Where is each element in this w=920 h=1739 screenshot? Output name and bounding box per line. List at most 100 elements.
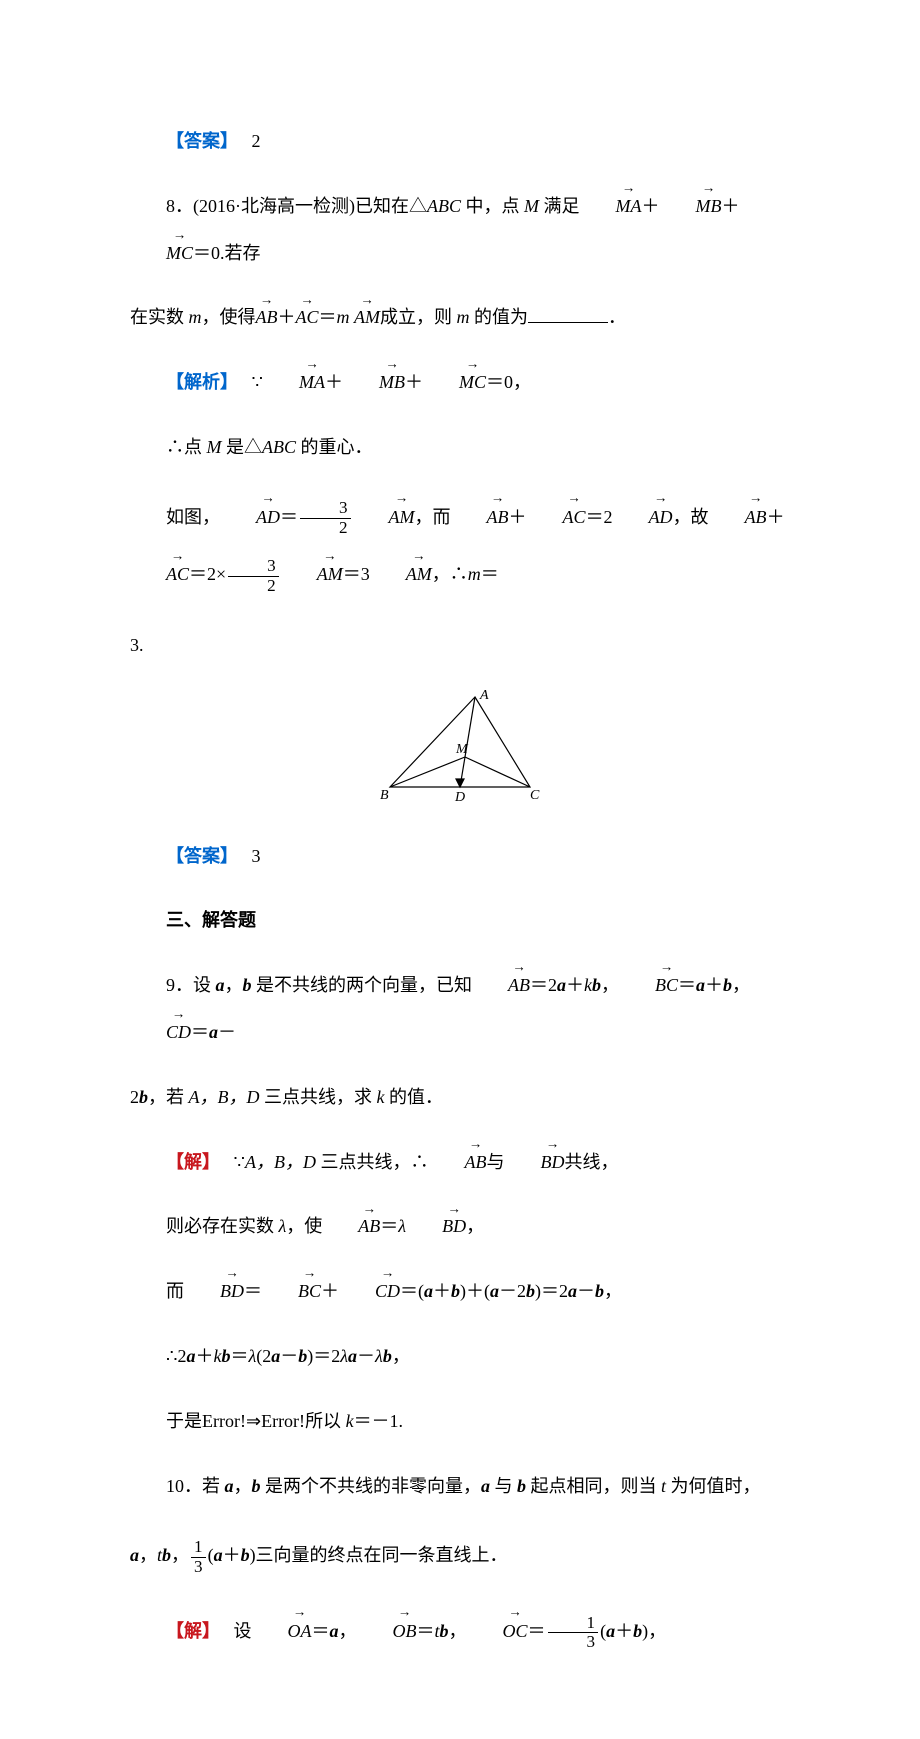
- vec-AB: AB: [256, 294, 278, 341]
- t: ＝: [528, 1621, 546, 1641]
- vec-AB: AB: [451, 489, 509, 547]
- t: 与: [490, 1476, 517, 1496]
- t: ＝: [678, 975, 696, 995]
- t: ABC: [427, 196, 461, 216]
- q8-sol-line3: 如图，AD＝32AM，而AB＋AC＝2AD，故AB＋AC＝2×32AM＝3AM，…: [130, 489, 790, 604]
- vec-BD: BD: [406, 1203, 466, 1250]
- q9-sol-line1: 【解】 ∵A，B，D 三点共线，∴AB与BD共线，: [130, 1139, 790, 1186]
- t: 为何值时，: [666, 1476, 761, 1496]
- t: ，: [449, 1621, 467, 1641]
- t: 是两个不共线的非零向量，: [261, 1476, 482, 1496]
- t: )＝2: [535, 1281, 568, 1301]
- t: ＝: [312, 1621, 330, 1641]
- blank: [528, 304, 608, 323]
- t: M: [207, 437, 222, 457]
- vec-MA: MA: [263, 359, 325, 406]
- t: a: [348, 1346, 357, 1366]
- answer-label: 【答案】: [166, 846, 238, 866]
- t: 所以: [305, 1411, 346, 1431]
- t: m: [189, 307, 202, 327]
- t: 9．设: [166, 975, 216, 995]
- t: ＝0.若存: [193, 243, 261, 263]
- t: a: [557, 975, 566, 995]
- t: a: [225, 1476, 234, 1496]
- t: ＝: [319, 307, 337, 327]
- t: ，若: [148, 1087, 189, 1107]
- t: ∴点: [166, 437, 207, 457]
- vec-AM: AM: [370, 546, 432, 604]
- vec-AC: AC: [130, 546, 189, 604]
- t: a: [271, 1346, 280, 1366]
- q9-sol-line4: ∴2a＋kb＝λ(2a－b)＝2λa－λb，: [130, 1333, 790, 1380]
- t: k: [346, 1411, 354, 1431]
- t: b: [243, 975, 252, 995]
- t: )三向量的终点在同一条直线上．: [250, 1545, 508, 1565]
- vec-BC: BC: [619, 962, 678, 1009]
- den: 3: [548, 1633, 599, 1652]
- t: b: [139, 1087, 148, 1107]
- vec-MC: MC: [423, 359, 486, 406]
- q8-sol-line4: 3.: [130, 622, 790, 669]
- q8-stem-line1: 8．(2016·北海高一检测)已知在△ABC 中，点 M 满足MA＋MB＋MC＝…: [130, 183, 790, 277]
- t: b: [221, 1346, 230, 1366]
- t: a: [214, 1545, 223, 1565]
- vec-AC: AC: [527, 489, 586, 547]
- t: ，: [339, 1621, 357, 1641]
- t: ，使: [286, 1216, 322, 1236]
- t: 8．(2016·北海高一检测)已知在△: [166, 196, 427, 216]
- t: b: [592, 975, 601, 995]
- vec-MA: MA: [579, 183, 641, 230]
- page: 【答案】 2 8．(2016·北海高一检测)已知在△ABC 中，点 M 满足MA…: [0, 0, 920, 1739]
- t: Error!: [261, 1411, 305, 1431]
- t: m: [457, 307, 470, 327]
- t: k: [213, 1346, 221, 1366]
- frac-1-3: 13: [548, 1614, 599, 1653]
- vec-MB: MB: [659, 183, 721, 230]
- t: )＋(: [460, 1281, 490, 1301]
- t: 中，点: [461, 196, 524, 216]
- t: 与: [486, 1152, 504, 1172]
- t: λ: [340, 1346, 348, 1366]
- vec-CD: CD: [339, 1268, 400, 1315]
- t: M: [524, 196, 539, 216]
- t: a: [424, 1281, 433, 1301]
- t: ，: [171, 1545, 189, 1565]
- t: b: [383, 1346, 392, 1366]
- t: ＝2: [586, 507, 613, 527]
- t: ，使得: [202, 307, 256, 327]
- t: A，B，D: [189, 1087, 260, 1107]
- t: ＋: [705, 975, 723, 995]
- t: ＝: [481, 564, 499, 584]
- t: ＝3: [343, 564, 370, 584]
- t: 设: [234, 1621, 252, 1641]
- t: ＝2: [530, 975, 557, 995]
- t: b: [451, 1281, 460, 1301]
- t: )＝2: [307, 1346, 340, 1366]
- triangle-diagram: A B C D M: [130, 687, 790, 825]
- lbl-C: C: [530, 788, 540, 803]
- t: b: [241, 1545, 250, 1565]
- t: b: [252, 1476, 261, 1496]
- t: ，: [139, 1545, 157, 1565]
- vec-AM: AM: [354, 294, 380, 341]
- t: 三点共线，求: [260, 1087, 377, 1107]
- vec-MC: MC: [130, 230, 193, 277]
- t: 3.: [130, 635, 144, 655]
- t: ，而: [415, 507, 451, 527]
- q10-stem-line1: 10．若 a，b 是两个不共线的非零向量，a 与 b 起点相同，则当 t 为何值…: [130, 1463, 790, 1510]
- t: a: [130, 1545, 139, 1565]
- answer-label: 【答案】: [166, 131, 238, 151]
- t: 的重心．: [296, 437, 373, 457]
- t: 三点共线，∴: [316, 1152, 429, 1172]
- vec-AD: AD: [220, 489, 280, 547]
- vec-AM: AM: [281, 546, 343, 604]
- t: Error!: [202, 1411, 246, 1431]
- t: 起点相同，则当: [526, 1476, 661, 1496]
- vec-BD: BD: [504, 1139, 564, 1186]
- q10-stem-line2: a，tb，13(a＋b)三向量的终点在同一条直线上．: [130, 1527, 790, 1585]
- t: m: [468, 564, 481, 584]
- t: 2: [130, 1087, 139, 1107]
- t: a: [209, 1022, 218, 1042]
- t: b: [162, 1545, 171, 1565]
- q8-sol-line1: 【解析】 ∵MA＋MB＋MC＝0，: [130, 359, 790, 406]
